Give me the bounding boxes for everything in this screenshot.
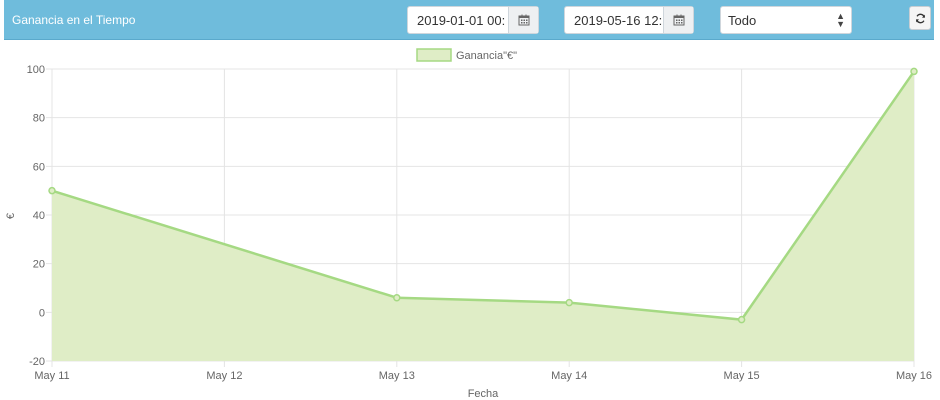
x-tick-label: May 13 <box>379 370 415 382</box>
calendar-icon[interactable] <box>508 7 538 33</box>
legend-label: Ganancia"€" <box>456 50 517 62</box>
calendar-icon[interactable] <box>663 7 693 33</box>
series-points <box>48 67 918 324</box>
select-arrows-icon: ▲ ▼ <box>836 11 845 29</box>
y-axis-title: € <box>5 213 17 219</box>
data-point[interactable] <box>910 67 918 76</box>
series-area-fill <box>52 71 914 361</box>
date-to-field[interactable]: 2019-05-16 12: <box>564 6 694 34</box>
area-chart: 100 80 60 40 20 0 -20 May 11 May 12 May 13 May 14… <box>5 48 932 400</box>
y-tick-label: 100 <box>27 64 45 76</box>
y-tick-label: 20 <box>33 259 45 271</box>
data-point[interactable] <box>48 186 56 195</box>
date-from-field[interactable]: 2019-01-01 00: <box>407 6 539 34</box>
data-point[interactable] <box>393 293 401 302</box>
date-to-value[interactable]: 2019-05-16 12: <box>574 12 663 28</box>
x-axis-ticks: May 11 May 12 May 13 May 14 May 15 May 16 <box>34 370 932 382</box>
y-axis-ticks: 100 80 60 40 20 0 -20 <box>27 64 45 368</box>
x-tick-label: May 12 <box>206 370 242 382</box>
y-tick-label: 60 <box>33 161 45 173</box>
filter-select[interactable]: Todo ▲ ▼ <box>720 6 852 34</box>
chart-legend: Ganancia"€" <box>416 48 517 62</box>
refresh-icon[interactable] <box>915 13 926 24</box>
y-tick-label: 40 <box>33 210 45 222</box>
y-tick-label: 80 <box>33 113 45 125</box>
series-area <box>51 70 916 361</box>
x-tick-label: May 11 <box>34 370 69 382</box>
x-tick-label: May 15 <box>724 370 760 382</box>
x-tick-label: May 16 <box>896 370 932 382</box>
y-tick-label: -20 <box>29 356 45 368</box>
x-axis-title: Fecha <box>468 388 499 400</box>
date-from-value[interactable]: 2019-01-01 00: <box>417 12 506 28</box>
panel-header: Ganancia en el Tiempo 2019-01-01 00: 201… <box>4 0 934 40</box>
data-point[interactable] <box>565 298 573 307</box>
data-point[interactable] <box>737 315 746 324</box>
x-tick-label: May 14 <box>551 370 587 382</box>
y-tick-label: 0 <box>39 307 45 319</box>
panel-title: Ganancia en el Tiempo <box>12 13 136 27</box>
filter-select-value[interactable]: Todo <box>728 13 757 28</box>
legend-swatch <box>416 48 452 62</box>
refresh-button[interactable] <box>909 6 931 30</box>
